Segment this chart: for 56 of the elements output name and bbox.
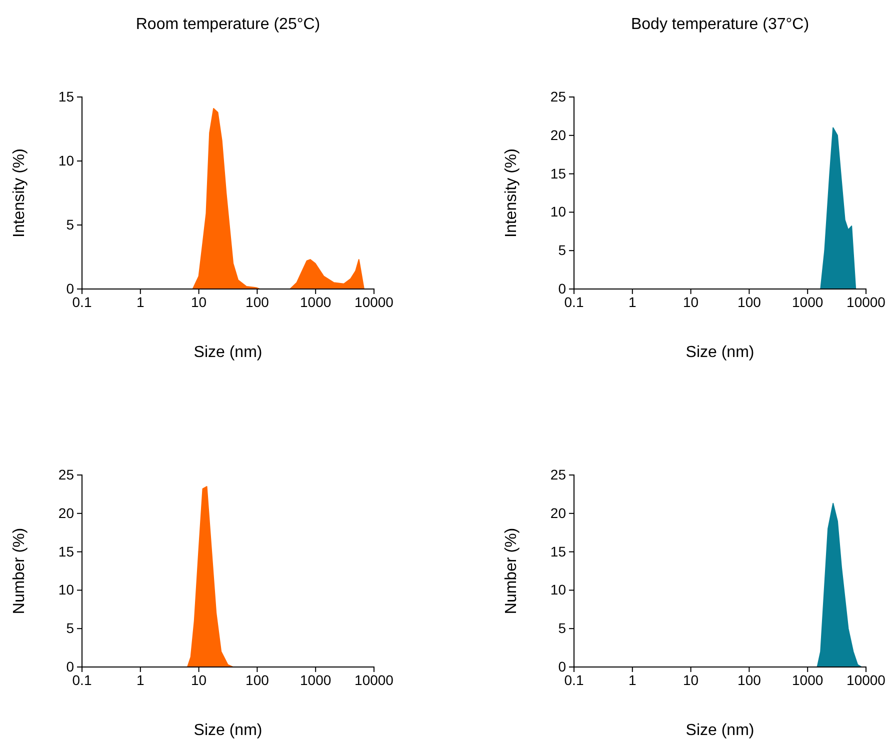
y-tick-label: 20 bbox=[550, 504, 566, 521]
x-tick-label: 0.1 bbox=[72, 294, 92, 310]
x-tick-label: 100 bbox=[246, 672, 270, 688]
x-tick-label: 0.1 bbox=[564, 294, 584, 310]
x-tick-label: 1 bbox=[628, 294, 636, 310]
x-tick-label: 1 bbox=[136, 294, 144, 310]
x-tick-label: 10 bbox=[191, 294, 207, 310]
x-tick-label: 0.1 bbox=[564, 672, 584, 688]
y-tick-label: 5 bbox=[66, 216, 74, 232]
x-tick-label: 0.1 bbox=[72, 672, 92, 688]
x-tick-label: 1000 bbox=[792, 672, 824, 688]
x-tick-label: 1000 bbox=[300, 672, 332, 688]
y-tick-label: 5 bbox=[558, 242, 566, 258]
x-tick-label: 10000 bbox=[846, 672, 886, 688]
y-tick-label: 0 bbox=[558, 280, 566, 296]
y-tick-label: 25 bbox=[58, 466, 74, 482]
y-tick-label: 25 bbox=[550, 88, 566, 104]
x-tick-label: 1 bbox=[136, 672, 144, 688]
x-axis-title: Size (nm) bbox=[194, 722, 262, 739]
y-tick-label: 5 bbox=[558, 620, 566, 636]
x-tick-label: 10 bbox=[683, 294, 699, 310]
x-tick-label: 1000 bbox=[300, 294, 332, 310]
y-axis-title: Number (%) bbox=[11, 528, 28, 614]
chart-title: Room temperature (25°C) bbox=[136, 16, 320, 33]
x-tick-label: 1000 bbox=[792, 294, 824, 310]
x-tick-label: 100 bbox=[738, 294, 762, 310]
y-tick-label: 0 bbox=[558, 658, 566, 674]
x-axis-title: Size (nm) bbox=[686, 344, 754, 361]
x-tick-label: 10000 bbox=[354, 672, 394, 688]
y-axis-title: Intensity (%) bbox=[503, 148, 520, 238]
chart-title: Body temperature (37°C) bbox=[630, 16, 810, 33]
y-axis-title: Number (%) bbox=[503, 528, 520, 614]
x-tick-label: 10000 bbox=[354, 294, 394, 310]
y-tick-label: 10 bbox=[550, 582, 566, 598]
y-tick-label: 20 bbox=[58, 504, 74, 521]
y-tick-label: 0 bbox=[66, 658, 74, 674]
y-tick-label: 25 bbox=[550, 466, 566, 482]
x-axis-title: Size (nm) bbox=[194, 344, 262, 361]
y-tick-label: 15 bbox=[58, 88, 74, 104]
y-tick-label: 15 bbox=[550, 165, 566, 182]
y-tick-label: 15 bbox=[550, 543, 566, 560]
y-tick-label: 15 bbox=[58, 543, 74, 560]
x-tick-label: 100 bbox=[738, 672, 762, 688]
x-tick-label: 1 bbox=[628, 672, 636, 688]
y-tick-label: 10 bbox=[58, 582, 74, 598]
x-axis-title: Size (nm) bbox=[686, 722, 754, 739]
y-tick-label: 10 bbox=[58, 152, 74, 168]
x-tick-label: 100 bbox=[246, 294, 270, 310]
y-tick-label: 10 bbox=[550, 204, 566, 220]
x-tick-label: 10 bbox=[683, 672, 699, 688]
y-tick-label: 5 bbox=[66, 620, 74, 636]
y-axis-title: Intensity (%) bbox=[11, 148, 28, 238]
y-tick-label: 0 bbox=[66, 280, 74, 296]
x-tick-label: 10 bbox=[191, 672, 207, 688]
y-tick-label: 20 bbox=[550, 126, 566, 143]
x-tick-label: 10000 bbox=[846, 294, 886, 310]
